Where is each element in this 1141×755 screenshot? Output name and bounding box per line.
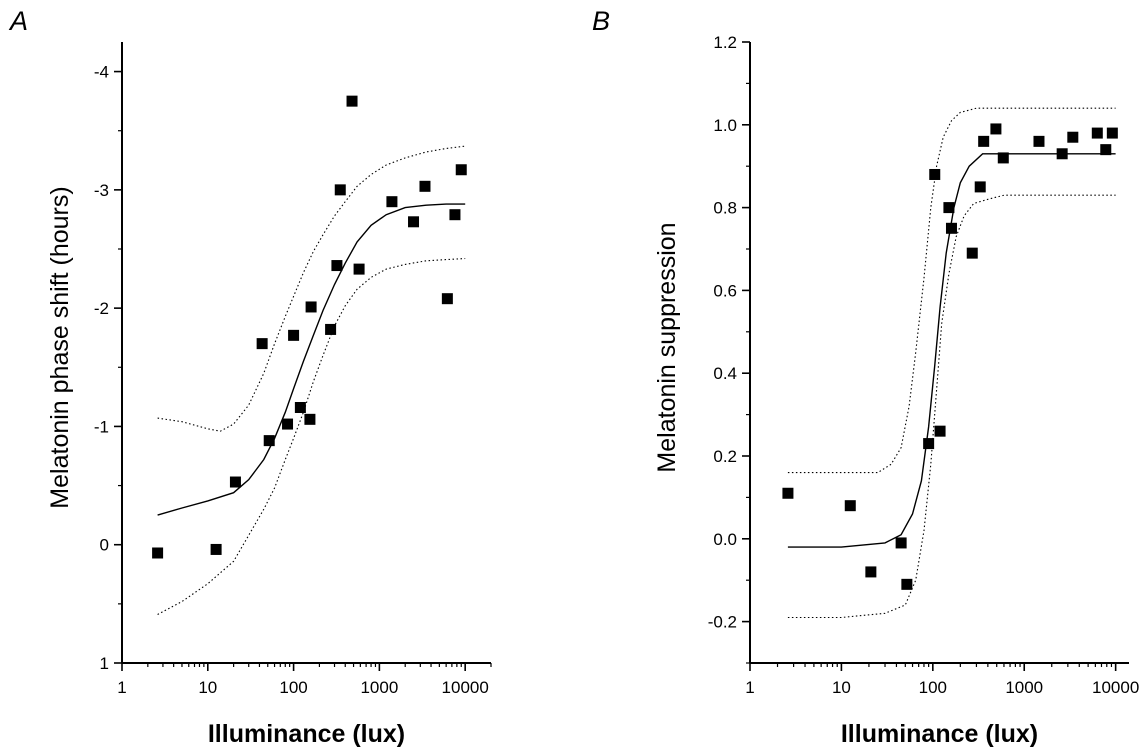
y-tick-label: 0.4 — [713, 364, 737, 383]
data-point — [895, 537, 907, 549]
data-point — [974, 181, 986, 193]
data-point — [441, 293, 453, 305]
data-point — [1100, 144, 1112, 156]
fit-curve — [157, 203, 466, 516]
data-point — [263, 435, 275, 447]
data-point — [844, 500, 856, 512]
y-tick-label: 0.0 — [713, 530, 737, 549]
data-point — [455, 164, 467, 176]
x-tick-label: 1000 — [360, 678, 398, 697]
y-tick-label: -3 — [94, 181, 109, 200]
x-axis-title: Illuminance (lux) — [208, 720, 405, 748]
confidence-upper-line — [157, 145, 466, 432]
data-point — [334, 184, 346, 196]
data-point — [449, 209, 461, 221]
data-point — [256, 338, 268, 350]
data-point — [1106, 127, 1118, 139]
data-point — [408, 216, 420, 228]
x-axis-title: Illuminance (lux) — [841, 720, 1038, 748]
x-tick-label: 1 — [745, 678, 754, 697]
data-point — [305, 301, 317, 313]
y-tick-label: -0.2 — [708, 613, 737, 632]
panel-b: 1 10 100 1000 10000 -0.2 0.0 0.2 0.4 0.6 0.8 1.0 1.2… — [592, 6, 1139, 748]
data-point — [152, 547, 164, 559]
data-point — [966, 247, 978, 259]
x-tick-label: 1000 — [1005, 678, 1043, 697]
y-tick-label: -1 — [94, 417, 109, 436]
y-tick-label: -2 — [94, 299, 109, 318]
data-point — [923, 438, 935, 450]
data-point — [901, 578, 913, 590]
y-tick-label: 1 — [100, 654, 109, 673]
data-point — [419, 180, 431, 192]
y-tick-label: 0 — [100, 536, 109, 555]
x-tick-label: 10000 — [442, 678, 489, 697]
data-point — [978, 135, 990, 147]
x-tick-label: 100 — [919, 678, 947, 697]
data-point — [1033, 135, 1045, 147]
data-point — [1056, 148, 1068, 160]
data-point — [325, 323, 337, 335]
x-tick-label: 1 — [117, 678, 126, 697]
y-tick-label: -4 — [94, 63, 109, 82]
confidence-upper-line — [787, 107, 1116, 474]
data-point — [331, 260, 343, 272]
y-tick-label: 0.6 — [713, 281, 737, 300]
y-tick-label: 1.0 — [713, 116, 737, 135]
y-tick-label: 0.2 — [713, 447, 737, 466]
data-point — [865, 566, 877, 578]
y-axis-title: Melatonin suppression — [653, 222, 681, 472]
y-tick-label: 0.8 — [713, 199, 737, 218]
data-point — [945, 222, 957, 234]
data-point — [282, 418, 294, 430]
data-point — [210, 543, 222, 555]
data-point — [304, 413, 316, 425]
y-axis-title: Melatonin phase shift (hours) — [46, 186, 74, 508]
x-tick-label: 100 — [279, 678, 307, 697]
data-point — [990, 123, 1002, 135]
data-point — [353, 263, 365, 275]
data-point — [929, 168, 941, 180]
x-tick-label: 10000 — [1092, 678, 1139, 697]
data-point — [288, 329, 300, 341]
data-point — [1067, 131, 1079, 143]
data-point — [934, 425, 946, 437]
x-tick-label: 10 — [198, 678, 217, 697]
data-point — [782, 487, 794, 499]
y-tick-label: 1.2 — [713, 33, 737, 52]
data-point — [997, 152, 1009, 164]
data-point — [943, 202, 955, 214]
x-tick-label: 10 — [832, 678, 851, 697]
data-point — [386, 196, 398, 208]
data-point — [346, 95, 358, 107]
data-point — [1091, 127, 1103, 139]
data-point — [229, 476, 241, 488]
panel-label: B — [592, 6, 610, 36]
confidence-lower-line — [787, 194, 1116, 619]
panel-label: A — [8, 6, 28, 36]
data-point — [294, 402, 306, 414]
